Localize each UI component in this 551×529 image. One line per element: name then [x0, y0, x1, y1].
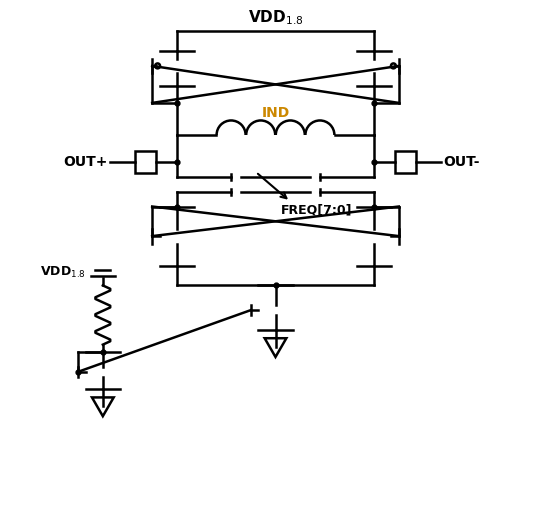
Text: OUT-: OUT- — [443, 155, 480, 169]
Text: IND: IND — [261, 106, 290, 120]
Text: VDD$_{1.8}$: VDD$_{1.8}$ — [248, 8, 303, 28]
Text: VDD$_{1.8}$: VDD$_{1.8}$ — [40, 265, 85, 280]
Text: FREQ[7:0]: FREQ[7:0] — [280, 203, 352, 216]
Text: OUT+: OUT+ — [63, 155, 108, 169]
